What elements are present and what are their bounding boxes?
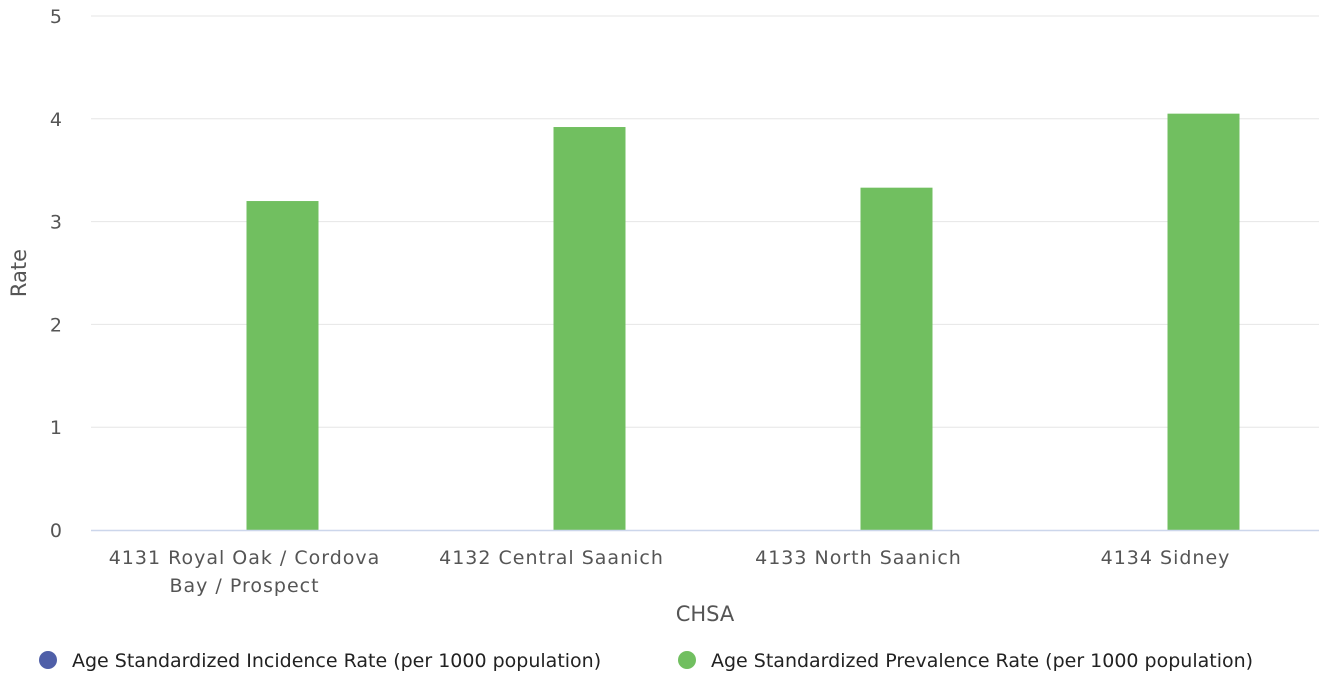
bar-prevalence[interactable] <box>860 187 933 530</box>
x-axis-title: CHSA <box>676 602 735 626</box>
y-tick-label: 2 <box>50 314 62 336</box>
x-category-label: 4132 Central Saanich <box>439 547 664 569</box>
x-category-label: 4131 Royal Oak / Cordova <box>109 547 381 569</box>
y-tick-label: 5 <box>50 6 62 28</box>
bar-prevalence[interactable] <box>1167 113 1240 530</box>
legend-marker <box>678 651 696 669</box>
bars <box>246 113 1240 531</box>
legend-item-prevalence[interactable]: Age Standardized Prevalence Rate (per 10… <box>678 650 1253 672</box>
x-category-label: 4133 North Saanich <box>755 547 962 569</box>
bar-prevalence[interactable] <box>553 127 626 531</box>
y-tick-label: 1 <box>50 417 62 439</box>
y-tick-label: 3 <box>50 212 62 234</box>
y-tick-label: 0 <box>50 520 62 542</box>
y-tick-label: 4 <box>50 109 62 131</box>
legend-label: Age Standardized Prevalence Rate (per 10… <box>711 650 1253 672</box>
x-category-label: 4134 Sidney <box>1101 547 1231 569</box>
bar-prevalence[interactable] <box>246 201 319 531</box>
legend[interactable]: Age Standardized Incidence Rate (per 100… <box>39 650 1253 672</box>
legend-label: Age Standardized Incidence Rate (per 100… <box>72 650 601 672</box>
legend-item-incidence[interactable]: Age Standardized Incidence Rate (per 100… <box>39 650 601 672</box>
y-axis-title: Rate <box>7 249 31 297</box>
legend-marker <box>39 651 57 669</box>
y-axis-tick-labels: 0 1 2 3 4 5 <box>50 6 62 542</box>
x-axis-category-labels: 4131 Royal Oak / Cordova Bay / Prospect 41… <box>109 547 1231 597</box>
x-category-label: Bay / Prospect <box>169 575 319 597</box>
